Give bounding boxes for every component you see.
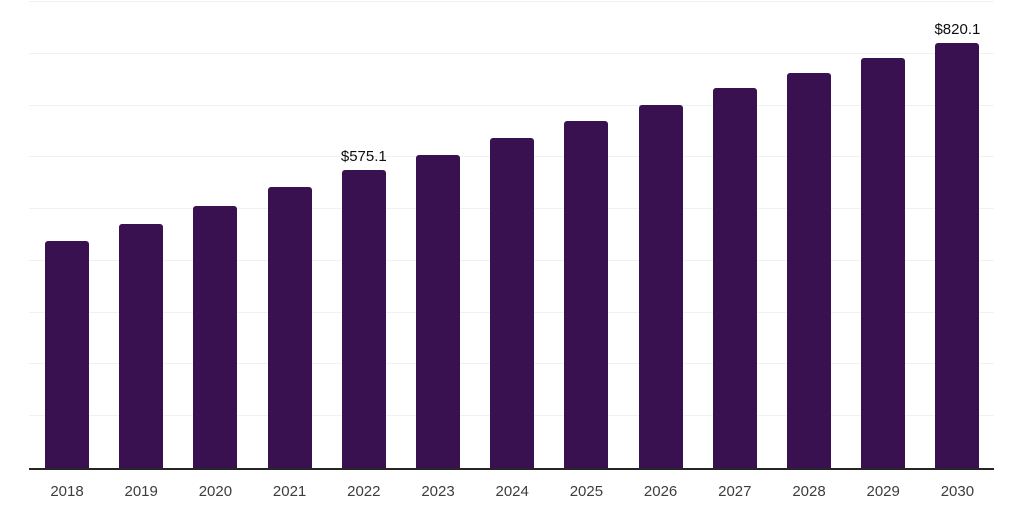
gridline (29, 52, 994, 54)
bar-2023 (416, 154, 460, 468)
bar-2029 (861, 57, 906, 468)
x-tick-label-2023: 2023 (421, 483, 455, 500)
x-axis: 2018 2019 2020 2021 2022 2023 2024 2025 2026 2027… (29, 483, 994, 507)
bar-2024 (490, 137, 535, 468)
gridline (29, 104, 994, 106)
bar-2019 (119, 224, 164, 468)
bar-2030: $820.1 (934, 21, 980, 468)
bar-value-label: $575.1 (340, 148, 387, 166)
x-tick-label-2028: 2028 (792, 483, 826, 500)
x-tick-label-2022: 2022 (347, 483, 381, 500)
x-tick-label-2021: 2021 (272, 483, 307, 500)
x-tick-label-2027: 2027 (718, 483, 752, 500)
x-tick-label-2025: 2025 (569, 483, 604, 500)
x-tick-label-2020: 2020 (198, 483, 233, 500)
bar-2022: $575.1 (341, 148, 387, 468)
bar-2028 (787, 72, 831, 468)
bar-2020 (193, 206, 238, 468)
x-tick-label-2019: 2019 (124, 483, 158, 500)
bar-2018 (45, 240, 89, 468)
x-tick-label-2026: 2026 (643, 483, 678, 500)
gridline (29, 1, 994, 2)
bar-2027 (712, 88, 757, 468)
plot-area: $575.1 $820.1 (29, 1, 994, 470)
bar-value-label: $820.1 (934, 21, 981, 39)
bar-2021 (267, 187, 312, 468)
x-tick-label-2029: 2029 (866, 483, 900, 500)
bar-2026 (638, 104, 683, 468)
x-tick-label-2030: 2030 (940, 483, 975, 500)
bar-2025 (564, 121, 609, 468)
x-tick-label-2018: 2018 (50, 483, 84, 500)
x-tick-label-2024: 2024 (495, 483, 529, 500)
